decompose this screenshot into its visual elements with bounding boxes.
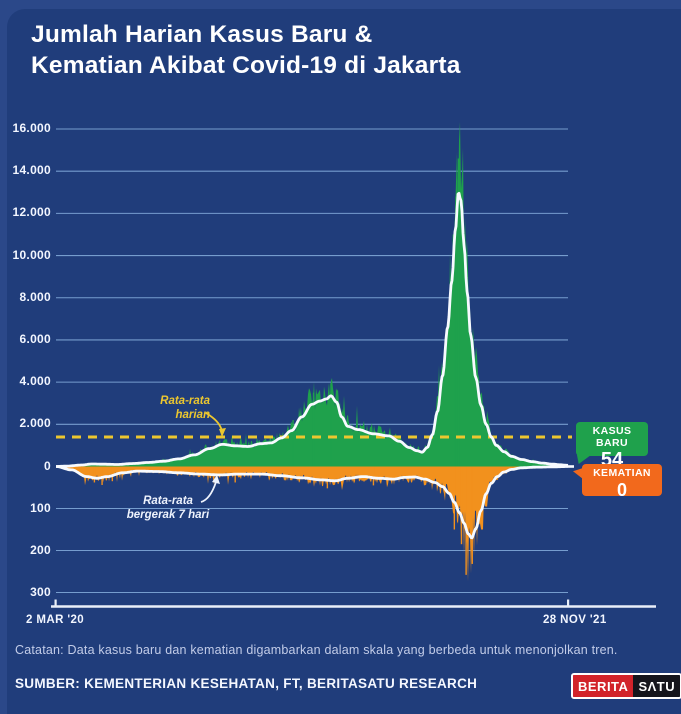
annotation-daily-average-line2: harian bbox=[175, 409, 210, 422]
chart-area bbox=[0, 116, 674, 636]
y-tick-label: 100 bbox=[30, 500, 51, 515]
deaths-badge-value: 0 bbox=[616, 479, 627, 500]
y-tick-label: 4.000 bbox=[19, 374, 51, 389]
annotation-moving-average: Rata-rata bergerak 7 hari bbox=[118, 494, 218, 523]
cases-ma-line bbox=[55, 191, 569, 468]
cases-daily-area bbox=[56, 121, 568, 467]
chart-svg bbox=[51, 121, 656, 608]
deaths-ma-line bbox=[55, 465, 569, 540]
y-tick-label: 6.000 bbox=[19, 331, 51, 346]
card-background bbox=[7, 9, 681, 714]
annotation-daily-average: Rata-rata harian bbox=[125, 394, 210, 423]
title-line2: Kematian Akibat Covid-19 di Jakarta bbox=[31, 52, 461, 80]
footnote: Catatan: Data kasus baru dan kematian di… bbox=[15, 643, 618, 657]
annotation-moving-average-line2: bergerak 7 hari bbox=[126, 509, 210, 522]
source-credit: SUMBER: KEMENTERIAN KESEHATAN, FT, BERIT… bbox=[15, 676, 478, 691]
new-cases-badge-pointer bbox=[577, 455, 591, 464]
deaths-badge-label: KEMATIAN bbox=[593, 467, 651, 479]
annotation-moving-average-line1: Rata-rata bbox=[143, 495, 193, 507]
y-tick-label: 300 bbox=[30, 584, 51, 599]
deaths-badge: KEMATIAN 0 bbox=[573, 464, 662, 500]
logo-berita-segment: BERITA bbox=[573, 675, 634, 697]
annotation-daily-average-line1: Rata-rata bbox=[160, 395, 210, 407]
new-cases-badge: KASUS BARU 54 bbox=[576, 422, 648, 470]
moving-average-arrow bbox=[200, 481, 217, 503]
page-title: Jumlah Harian Kasus Baru & Kematian Akib… bbox=[31, 19, 461, 82]
x-axis-start-label: 2 MAR '20 bbox=[26, 614, 85, 626]
y-tick-label: 16.000 bbox=[12, 121, 51, 135]
y-tick-label: 8.000 bbox=[19, 289, 51, 304]
y-tick-label: 14.000 bbox=[12, 163, 51, 178]
y-tick-label: 10.000 bbox=[12, 247, 51, 262]
y-tick-label: 200 bbox=[30, 542, 51, 557]
logo-satu-segment: SΛTU bbox=[633, 675, 681, 697]
title-line1: Jumlah Harian Kasus Baru & bbox=[31, 21, 373, 48]
y-axis-labels: 16.000 14.000 12.000 10.000 8.000 6.000 4.000 2… bbox=[0, 116, 51, 636]
y-tick-label: 12.000 bbox=[12, 205, 51, 220]
beritasatu-logo: BERITA SΛTU bbox=[571, 673, 681, 699]
y-tick-label: 0 bbox=[44, 458, 51, 473]
new-cases-badge-label: KASUS BARU bbox=[592, 425, 632, 449]
deaths-badge-pointer bbox=[573, 468, 583, 479]
y-tick-label: 2.000 bbox=[19, 416, 51, 431]
x-axis-end-label: 28 NOV '21 bbox=[543, 614, 607, 626]
